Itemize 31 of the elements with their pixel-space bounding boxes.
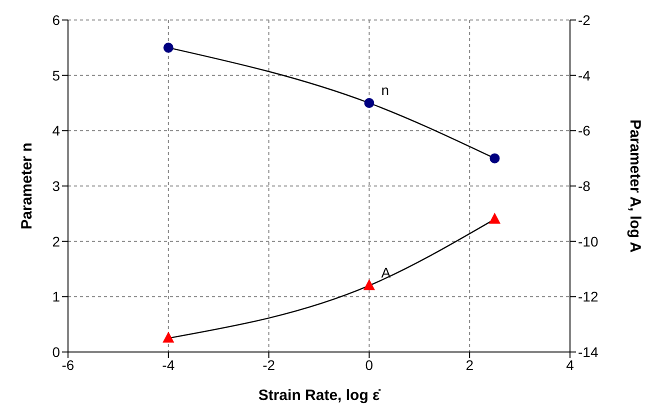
point — [489, 213, 500, 224]
x-tick-label: -6 — [62, 356, 74, 373]
y2-tick-label: -10 — [578, 233, 598, 250]
y2-tick-label: -4 — [578, 67, 591, 84]
y2-tick-label: -14 — [578, 344, 598, 360]
y-tick-label: 5 — [52, 67, 60, 84]
y2-tick-label: -6 — [578, 122, 591, 139]
x-tick-label: -4 — [162, 356, 175, 373]
y-tick-label: 2 — [52, 233, 60, 250]
point — [163, 42, 174, 53]
y2-tick-label: -2 — [578, 12, 591, 28]
y-tick-label: 1 — [52, 288, 60, 305]
series-label: n — [381, 82, 389, 98]
series-label: A — [381, 264, 392, 281]
x-axis-title: Strain Rate, log ε̇ — [258, 387, 382, 404]
y-tick-label: 0 — [52, 344, 60, 360]
y2-tick-label: -8 — [578, 178, 591, 194]
x-tick-label: 2 — [466, 356, 474, 373]
y-axis-title: Parameter n — [18, 142, 36, 230]
y-tick-label: 3 — [52, 178, 60, 194]
point — [364, 280, 375, 290]
y-tick-label: 6 — [52, 12, 60, 28]
x-tick-label: 4 — [566, 356, 574, 373]
x-tick-label: 0 — [365, 356, 374, 373]
y-tick-label: 4 — [52, 122, 60, 139]
point — [490, 153, 500, 164]
x-tick-label: -2 — [262, 356, 276, 373]
point — [364, 98, 374, 108]
y2-tick-label: -12 — [578, 288, 598, 305]
point — [162, 332, 174, 343]
y2-axis-title: Parameter A, log A — [626, 119, 644, 253]
